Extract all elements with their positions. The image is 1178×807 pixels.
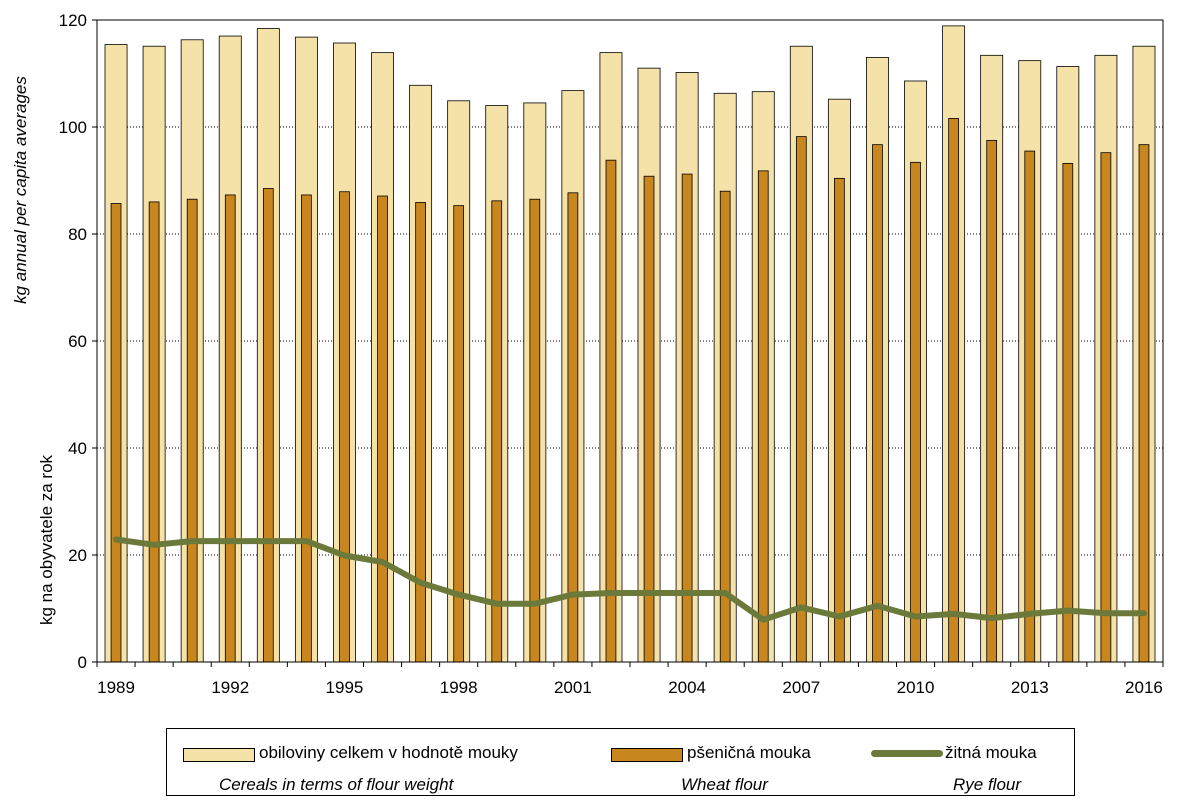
rye-line — [113, 536, 1147, 623]
wheat-bar — [491, 200, 503, 663]
legend-label-wheat: pšeničná mouka — [687, 743, 811, 762]
x-tick-label: 2013 — [1011, 678, 1049, 697]
legend-label-rye: žitná mouka — [945, 743, 1037, 762]
wheat-bar — [834, 177, 845, 663]
y-tick-label: 40 — [68, 439, 87, 458]
legend-label-cereals: obiloviny celkem v hodnotě mouky — [259, 743, 518, 762]
wheat-bar — [605, 159, 617, 663]
y-axis: 0 20 40 60 80 100 120 — [59, 11, 97, 672]
x-tick-label: 2007 — [782, 678, 820, 697]
wheat-bar — [910, 161, 921, 663]
wheat-bar — [377, 195, 388, 663]
x-tick-label: 1989 — [97, 678, 135, 697]
wheat-bar — [224, 194, 236, 663]
y-axis-label: kg na obyvatele za rok — [37, 454, 56, 625]
legend-swatch-wheat — [611, 748, 683, 762]
wheat-bar — [795, 136, 807, 663]
legend-label-rye-en: Rye flour — [953, 775, 1022, 794]
x-tick-label: 2001 — [554, 678, 592, 697]
wheat-bar — [339, 191, 350, 663]
y-tick-label: 20 — [68, 546, 87, 565]
wheat-bar — [110, 203, 122, 663]
y-tick-label: 100 — [59, 118, 87, 137]
x-tick-label: 2010 — [897, 678, 935, 697]
wheat-bar — [643, 175, 655, 663]
x-tick-label: 2004 — [668, 678, 706, 697]
legend-swatch-rye — [871, 750, 943, 757]
x-axis: 1989 1992 1995 1998 2001 2004 2007 2010 2013 2016 — [96, 662, 1164, 697]
wheat-bar — [1100, 152, 1112, 663]
wheat-bar — [757, 170, 769, 663]
legend-label-wheat-en: Wheat flour — [681, 775, 768, 794]
x-tick-label: 1995 — [326, 678, 364, 697]
y-tick-label: 80 — [68, 225, 87, 244]
wheat-bar — [681, 173, 693, 663]
wheat-bar — [948, 118, 959, 663]
y-tick-label: 120 — [59, 11, 87, 30]
wheat-bar — [529, 198, 541, 663]
legend-swatch-cereals — [183, 748, 255, 762]
wheat-bar — [186, 198, 198, 663]
x-tick-label: 1992 — [211, 678, 249, 697]
wheat-bar — [301, 194, 312, 663]
y-axis-label-en: kg annual per capita averages — [11, 76, 30, 304]
legend: obiloviny celkem v hodnotě mouky Cereals… — [166, 728, 1075, 796]
cereals-bars — [104, 25, 1156, 663]
wheat-bar — [1024, 150, 1036, 663]
wheat-bars — [110, 118, 1150, 663]
wheat-bar — [148, 201, 160, 663]
chart: 1989 1992 1995 1998 2001 2004 2007 2010 2013 2016… — [11, 11, 1164, 697]
legend-label-cereals-en: Cereals in terms of flour weight — [219, 775, 454, 794]
rye-series-line — [113, 536, 1147, 623]
x-tick-label: 2016 — [1125, 678, 1163, 697]
wheat-bar — [872, 144, 883, 663]
y-tick-label: 0 — [78, 653, 87, 672]
x-tick-label: 1998 — [440, 678, 478, 697]
wheat-bar — [415, 202, 426, 663]
wheat-bar — [1138, 144, 1150, 663]
y-tick-label: 60 — [68, 332, 87, 351]
wheat-bar — [986, 139, 998, 663]
wheat-bar — [262, 188, 274, 663]
wheat-bar — [1062, 162, 1074, 663]
